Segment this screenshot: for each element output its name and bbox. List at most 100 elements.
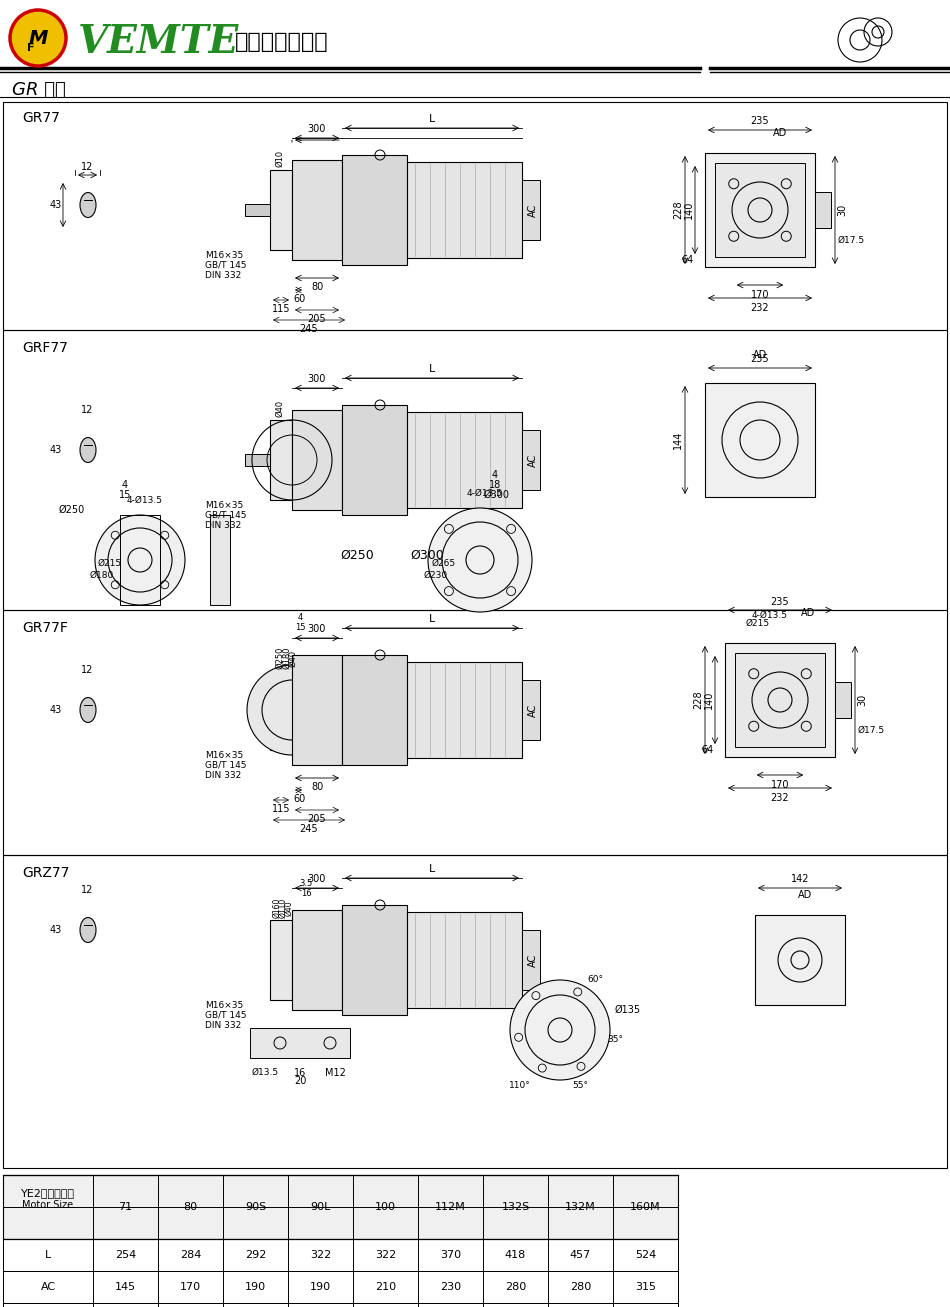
Text: Ø250: Ø250 bbox=[275, 647, 284, 669]
Bar bbox=[715, 163, 805, 257]
Text: Ø17.5: Ø17.5 bbox=[838, 235, 865, 244]
Text: 90L: 90L bbox=[311, 1202, 331, 1212]
Text: Ø40: Ø40 bbox=[288, 650, 297, 667]
Text: Ø215: Ø215 bbox=[98, 558, 122, 567]
Text: DIN 332: DIN 332 bbox=[205, 271, 241, 280]
Text: GB/T 145: GB/T 145 bbox=[205, 1010, 246, 1019]
Text: 132M: 132M bbox=[565, 1202, 596, 1212]
Text: 43: 43 bbox=[49, 925, 62, 935]
Text: 60: 60 bbox=[293, 793, 305, 804]
Text: 112M: 112M bbox=[435, 1202, 466, 1212]
Text: L: L bbox=[428, 864, 435, 874]
Text: Ø10: Ø10 bbox=[275, 149, 284, 166]
Text: 457: 457 bbox=[570, 1249, 591, 1260]
Text: 4-Ø13.5: 4-Ø13.5 bbox=[127, 495, 163, 505]
Text: 12: 12 bbox=[81, 162, 93, 173]
Bar bbox=[815, 192, 831, 227]
Text: 90S: 90S bbox=[245, 1202, 266, 1212]
Text: 4: 4 bbox=[122, 480, 128, 490]
Text: 43: 43 bbox=[49, 704, 62, 715]
Bar bbox=[3, 329, 947, 610]
Text: Ø180: Ø180 bbox=[90, 570, 114, 579]
Bar bbox=[270, 170, 292, 250]
Text: 232: 232 bbox=[770, 793, 789, 802]
Text: 110°: 110° bbox=[509, 1081, 531, 1090]
Bar bbox=[407, 912, 522, 1008]
Text: GRZ77: GRZ77 bbox=[22, 867, 69, 880]
Text: 18: 18 bbox=[489, 480, 502, 490]
Text: GRF77: GRF77 bbox=[22, 341, 67, 356]
Text: 12: 12 bbox=[81, 885, 93, 895]
Bar bbox=[245, 204, 270, 216]
Text: 245: 245 bbox=[299, 823, 318, 834]
Text: 245: 245 bbox=[299, 324, 318, 335]
Bar bbox=[522, 430, 540, 490]
Text: 55°: 55° bbox=[572, 1081, 588, 1090]
Text: Ø180: Ø180 bbox=[282, 647, 291, 669]
Text: Motor Size: Motor Size bbox=[23, 1200, 73, 1210]
Bar bbox=[270, 670, 292, 750]
Bar bbox=[3, 855, 947, 1168]
Text: DIN 332: DIN 332 bbox=[205, 771, 241, 779]
Text: 80: 80 bbox=[311, 782, 323, 792]
Text: 140: 140 bbox=[684, 201, 694, 220]
Text: L: L bbox=[428, 365, 435, 374]
Bar bbox=[292, 159, 342, 260]
Text: 20: 20 bbox=[294, 1076, 306, 1086]
Text: 190: 190 bbox=[245, 1282, 266, 1293]
Text: 280: 280 bbox=[504, 1282, 526, 1293]
Text: 228: 228 bbox=[673, 201, 683, 220]
Text: 4: 4 bbox=[492, 471, 498, 480]
Circle shape bbox=[95, 515, 185, 605]
Text: 60: 60 bbox=[293, 294, 305, 305]
Text: 170: 170 bbox=[180, 1282, 201, 1293]
Circle shape bbox=[510, 980, 610, 1080]
Text: 12: 12 bbox=[81, 665, 93, 674]
Bar bbox=[292, 410, 342, 510]
Text: 100: 100 bbox=[375, 1202, 396, 1212]
Text: 284: 284 bbox=[180, 1249, 201, 1260]
Text: Ø40: Ø40 bbox=[284, 901, 293, 916]
Text: 322: 322 bbox=[310, 1249, 332, 1260]
Text: Ø110: Ø110 bbox=[278, 898, 287, 918]
Text: Ø13.5: Ø13.5 bbox=[252, 1068, 278, 1077]
Text: 30: 30 bbox=[837, 204, 847, 216]
Bar bbox=[210, 515, 230, 605]
Bar bbox=[3, 102, 947, 329]
Text: M16×35: M16×35 bbox=[205, 251, 243, 260]
Bar bbox=[120, 515, 160, 605]
Text: 115: 115 bbox=[272, 305, 291, 314]
Text: 145: 145 bbox=[115, 1282, 136, 1293]
Ellipse shape bbox=[80, 438, 96, 463]
Circle shape bbox=[247, 665, 337, 755]
Text: 71: 71 bbox=[119, 1202, 133, 1212]
Text: GR77: GR77 bbox=[22, 111, 60, 125]
Text: Ø160: Ø160 bbox=[272, 898, 281, 919]
Text: 140: 140 bbox=[704, 691, 714, 710]
Text: 170: 170 bbox=[750, 290, 770, 301]
Text: 280: 280 bbox=[570, 1282, 591, 1293]
Text: 300: 300 bbox=[308, 124, 326, 135]
Text: AC: AC bbox=[528, 454, 538, 467]
Text: DIN 332: DIN 332 bbox=[205, 520, 241, 529]
Bar bbox=[292, 910, 342, 1010]
Text: AC: AC bbox=[528, 703, 538, 716]
Text: F: F bbox=[28, 43, 35, 54]
Text: 315: 315 bbox=[635, 1282, 656, 1293]
Text: 300: 300 bbox=[308, 374, 326, 384]
Bar bbox=[835, 682, 851, 718]
Text: 80: 80 bbox=[183, 1202, 198, 1212]
Text: L: L bbox=[45, 1249, 51, 1260]
Bar bbox=[342, 904, 407, 1016]
Text: 30: 30 bbox=[857, 694, 867, 706]
Text: 300: 300 bbox=[308, 874, 326, 884]
Text: Ø250: Ø250 bbox=[340, 549, 373, 562]
Text: Ø300: Ø300 bbox=[484, 490, 510, 501]
Text: L: L bbox=[428, 614, 435, 623]
Text: 35°: 35° bbox=[607, 1035, 623, 1044]
Text: 210: 210 bbox=[375, 1282, 396, 1293]
Text: YE2电机机座号: YE2电机机座号 bbox=[21, 1188, 75, 1199]
Bar bbox=[407, 162, 522, 257]
Text: 228: 228 bbox=[693, 690, 703, 710]
Bar bbox=[522, 680, 540, 740]
